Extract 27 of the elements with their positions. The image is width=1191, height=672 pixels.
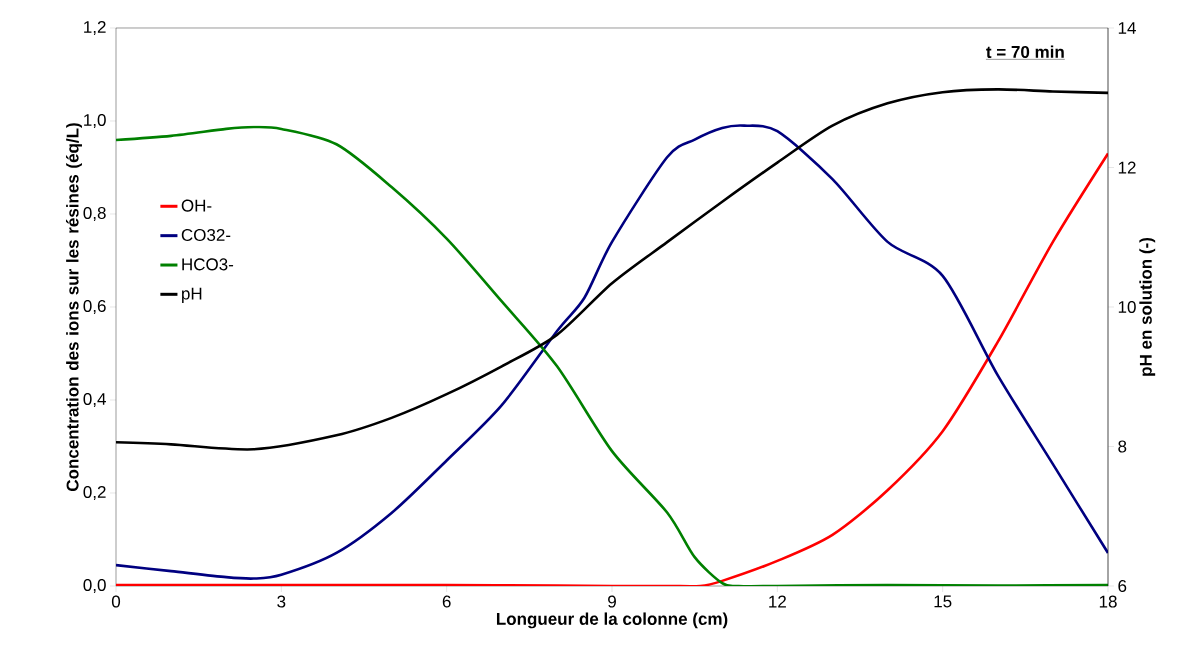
y-tick-label: 0,6 [83,299,106,315]
y-tick-label: 0,8 [83,206,106,222]
y-tick-label: 0,4 [83,392,106,408]
y-tick-label: 0,0 [83,578,106,594]
annotation: t = 70 min [986,45,1064,58]
y2-tick-label: 10 [1118,300,1136,314]
legend-label: HCO3- [182,258,234,271]
y-tick-label: 1,0 [84,113,106,129]
legend-label: pH [182,287,202,303]
y2-tick-label: 6 [1118,579,1127,593]
x-tick-label: 18 [1099,595,1117,608]
x-tick-label: 9 [608,595,616,608]
y-tick-label: 1,2 [84,20,106,36]
y2-tick-label: 14 [1118,22,1136,34]
x-tick-label: 15 [934,595,952,608]
y2-axis-title: pH en solution (-) [1139,237,1156,376]
x-axis-title: Longueur de la colonne (cm) [496,612,728,629]
y2-tick-label: 8 [1118,440,1127,453]
x-tick-label: 0 [111,595,121,608]
y-axis-title: Concentration des ions sur les résines (éq/L) [65,123,82,491]
x-tick-label: 12 [769,595,786,608]
legend-label: OH- [181,199,212,212]
y-tick-label: 0,2 [83,485,106,501]
y2-tick-label: 12 [1118,161,1136,174]
x-tick-label: 3 [277,595,286,608]
legend-label: CO32- [181,228,231,242]
x-tick-label: 6 [442,595,451,608]
